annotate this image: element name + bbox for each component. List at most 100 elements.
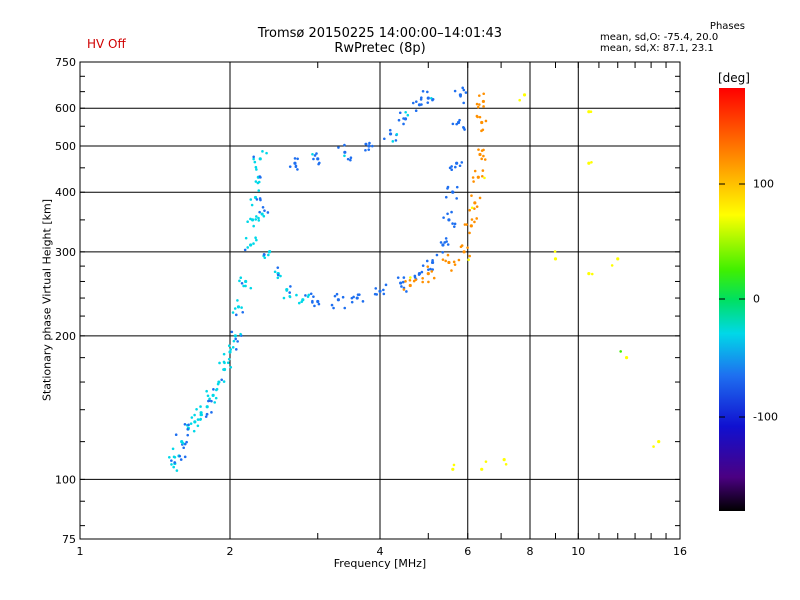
data-point <box>255 168 258 171</box>
data-point <box>478 196 482 200</box>
data-point <box>252 155 256 159</box>
data-point <box>195 407 198 411</box>
data-point <box>276 273 280 277</box>
data-point <box>502 458 506 462</box>
data-point <box>254 236 257 240</box>
data-point <box>444 237 448 240</box>
x-tick-label: 4 <box>377 545 384 558</box>
data-point <box>186 427 190 431</box>
data-point <box>388 128 392 132</box>
data-point <box>246 246 249 249</box>
data-point <box>236 305 241 309</box>
data-point <box>240 281 244 285</box>
data-point <box>213 401 217 404</box>
data-point <box>173 455 177 459</box>
data-point <box>252 157 255 161</box>
data-point <box>413 276 417 279</box>
phase-stats-title: Phases <box>709 21 745 32</box>
data-point <box>470 206 474 210</box>
data-point <box>289 285 292 288</box>
data-point <box>311 152 314 156</box>
data-point <box>624 356 629 360</box>
data-point <box>244 284 247 288</box>
data-point <box>451 190 454 193</box>
data-point <box>460 161 464 164</box>
data-point <box>412 279 416 283</box>
data-point <box>589 110 593 114</box>
data-point <box>453 263 457 266</box>
data-point <box>446 243 450 246</box>
data-point <box>231 346 235 349</box>
data-point <box>462 126 466 130</box>
data-point <box>522 93 527 97</box>
data-point <box>186 433 190 437</box>
data-point <box>382 292 386 296</box>
data-point <box>257 216 260 220</box>
data-point <box>288 295 292 299</box>
y-tick-label: 200 <box>55 330 76 343</box>
y-axis-label: Stationary phase Virtual Height [km] <box>40 198 54 402</box>
data-point <box>468 254 472 258</box>
data-point <box>282 296 286 300</box>
data-point <box>657 440 661 444</box>
data-point <box>402 276 406 279</box>
data-point <box>420 270 424 274</box>
y-tick-label: 300 <box>55 246 76 259</box>
data-point <box>350 296 354 300</box>
data-point <box>419 98 423 101</box>
data-point <box>244 236 248 240</box>
data-point <box>610 264 614 267</box>
data-point <box>279 274 282 278</box>
data-point <box>222 368 225 371</box>
data-point <box>255 238 258 242</box>
data-point <box>318 161 321 165</box>
data-point <box>447 260 451 265</box>
data-point <box>457 258 461 262</box>
data-point <box>477 148 480 151</box>
data-point <box>230 330 234 334</box>
data-point <box>480 174 484 178</box>
data-point <box>408 283 412 288</box>
data-point <box>364 142 368 146</box>
data-point <box>452 463 456 467</box>
data-point <box>481 128 485 132</box>
x-tick-label: 16 <box>673 545 687 558</box>
data-point <box>341 295 345 299</box>
data-point <box>451 222 454 225</box>
colorbar-unit-label: [deg] <box>718 71 750 85</box>
data-point <box>312 295 315 298</box>
data-point <box>232 339 236 343</box>
data-point <box>215 388 218 392</box>
data-point <box>476 175 480 179</box>
data-point <box>167 455 171 459</box>
data-point <box>396 276 400 279</box>
data-point <box>288 291 291 294</box>
data-point <box>466 246 469 249</box>
data-point <box>400 285 403 288</box>
data-point <box>420 103 423 106</box>
data-point <box>478 152 482 157</box>
data-point <box>238 279 241 283</box>
data-point <box>335 292 339 296</box>
chart-title: Tromsø 20150225 14:00:00–14:01:43 <box>257 26 503 41</box>
data-point <box>260 212 264 216</box>
data-point <box>476 115 479 119</box>
data-point <box>296 168 299 171</box>
data-point <box>475 102 479 106</box>
data-point <box>265 151 268 155</box>
data-point <box>459 94 462 98</box>
data-point <box>205 389 208 393</box>
data-point <box>257 180 261 184</box>
data-point <box>193 413 196 417</box>
data-point <box>462 88 466 92</box>
data-point <box>402 288 406 291</box>
data-point <box>263 256 267 260</box>
data-point <box>210 399 213 403</box>
data-point <box>470 194 473 197</box>
data-point <box>484 119 488 123</box>
data-point <box>587 110 591 114</box>
data-point <box>192 429 196 433</box>
data-point <box>343 306 347 310</box>
data-point <box>234 313 238 317</box>
data-point <box>368 141 371 145</box>
